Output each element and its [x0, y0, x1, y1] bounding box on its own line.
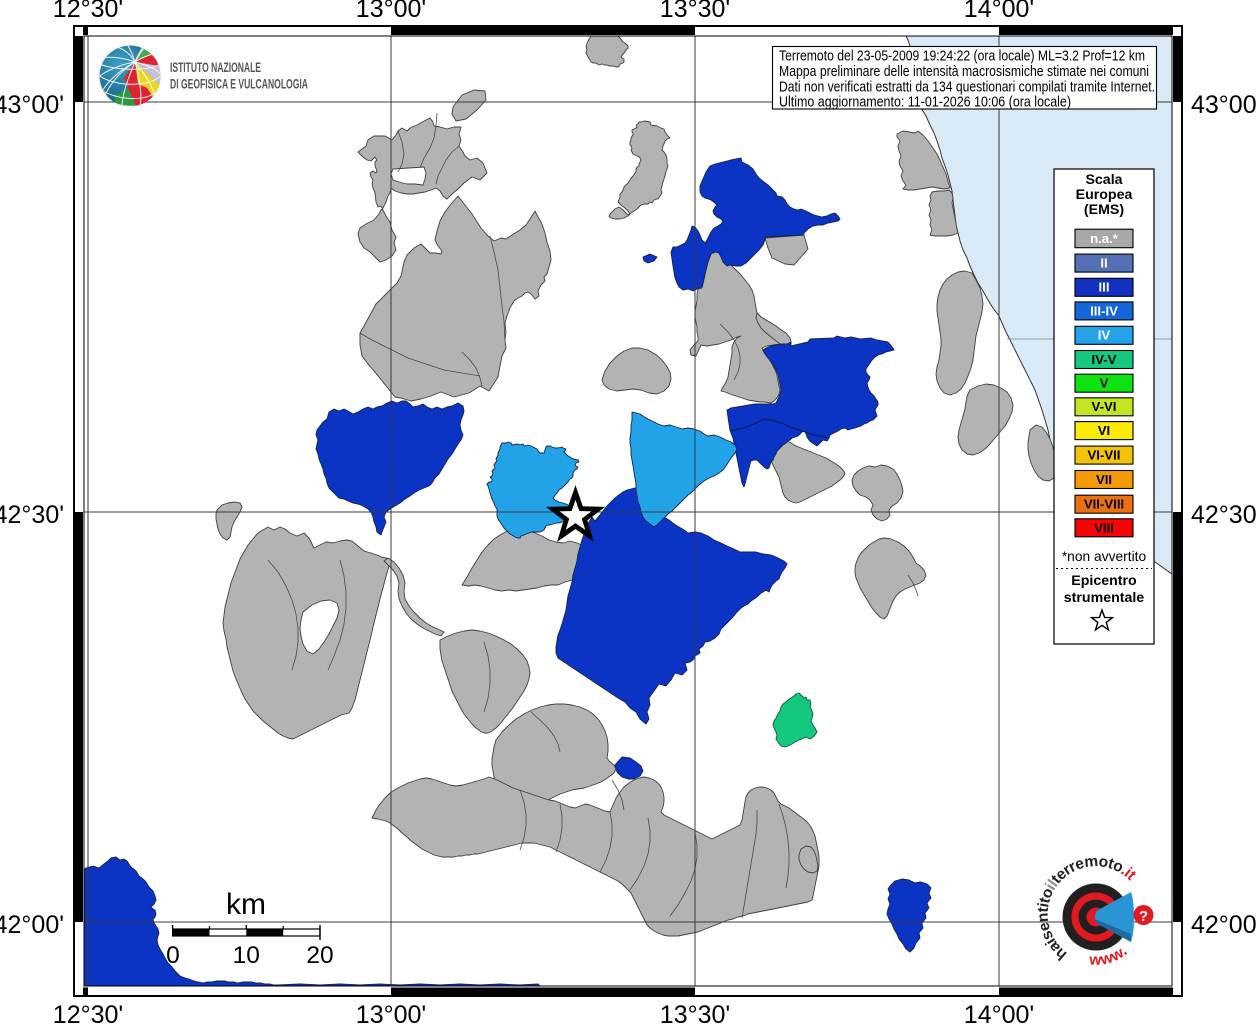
svg-text:Ultimo aggiornamento: 11-01-20: Ultimo aggiornamento: 11-01-2026 10:06 (…: [779, 95, 1071, 111]
svg-text:0: 0: [166, 942, 180, 969]
svg-text:V: V: [1100, 376, 1109, 391]
svg-text:42°00': 42°00': [1191, 911, 1256, 939]
svg-text:III-IV: III-IV: [1090, 304, 1118, 319]
svg-text:14°00': 14°00': [964, 0, 1034, 23]
svg-text:13°00': 13°00': [356, 1001, 426, 1024]
svg-text:?: ?: [1139, 908, 1148, 925]
svg-text:13°00': 13°00': [356, 0, 426, 23]
svg-text:III: III: [1099, 280, 1110, 295]
svg-text:13°30': 13°30': [660, 0, 730, 23]
svg-text:10: 10: [233, 942, 260, 969]
svg-text:Europea: Europea: [1076, 187, 1133, 203]
svg-text:VI: VI: [1098, 423, 1110, 438]
svg-text:14°00': 14°00': [964, 1001, 1034, 1024]
svg-text:43°00': 43°00': [1191, 91, 1256, 119]
svg-text:DI GEOFISICA E VULCANOLOGIA: DI GEOFISICA E VULCANOLOGIA: [170, 77, 308, 92]
svg-text:V-VI: V-VI: [1092, 399, 1117, 414]
svg-text:13°30': 13°30': [660, 1001, 730, 1024]
svg-text:VII-VIII: VII-VIII: [1084, 497, 1124, 512]
svg-text:12°30': 12°30': [53, 1001, 123, 1024]
svg-text:VII: VII: [1096, 472, 1112, 487]
svg-text:IV-V: IV-V: [1092, 352, 1117, 367]
svg-text:(EMS): (EMS): [1084, 202, 1124, 218]
svg-text:Scala: Scala: [1085, 172, 1122, 188]
svg-text:42°30': 42°30': [1191, 501, 1256, 529]
svg-text:km: km: [226, 888, 266, 921]
svg-text:Mappa preliminare delle intens: Mappa preliminare delle intensità macros…: [779, 64, 1149, 80]
svg-text:*non avvertito: *non avvertito: [1062, 549, 1147, 564]
svg-text:IV: IV: [1098, 328, 1111, 343]
svg-text:42°30': 42°30': [0, 501, 64, 529]
svg-text:42°00': 42°00': [0, 911, 64, 939]
svg-text:20: 20: [306, 942, 333, 969]
svg-text:Dati non verificati estratti d: Dati non verificati estratti da 134 ques…: [779, 80, 1155, 96]
svg-text:VI-VII: VI-VII: [1088, 448, 1121, 463]
svg-text:43°00': 43°00': [0, 91, 64, 119]
svg-text:Epicentro: Epicentro: [1071, 573, 1137, 589]
svg-text:VIII: VIII: [1094, 521, 1114, 536]
svg-text:II: II: [1100, 256, 1107, 271]
svg-text:strumentale: strumentale: [1064, 590, 1145, 606]
svg-text:12°30': 12°30': [53, 0, 123, 23]
svg-text:Terremoto del 23-05-2009 19:24: Terremoto del 23-05-2009 19:24:22 (ora l…: [779, 49, 1145, 65]
svg-text:ISTITUTO NAZIONALE: ISTITUTO NAZIONALE: [170, 60, 261, 75]
svg-text:n.a.*: n.a.*: [1090, 231, 1119, 246]
